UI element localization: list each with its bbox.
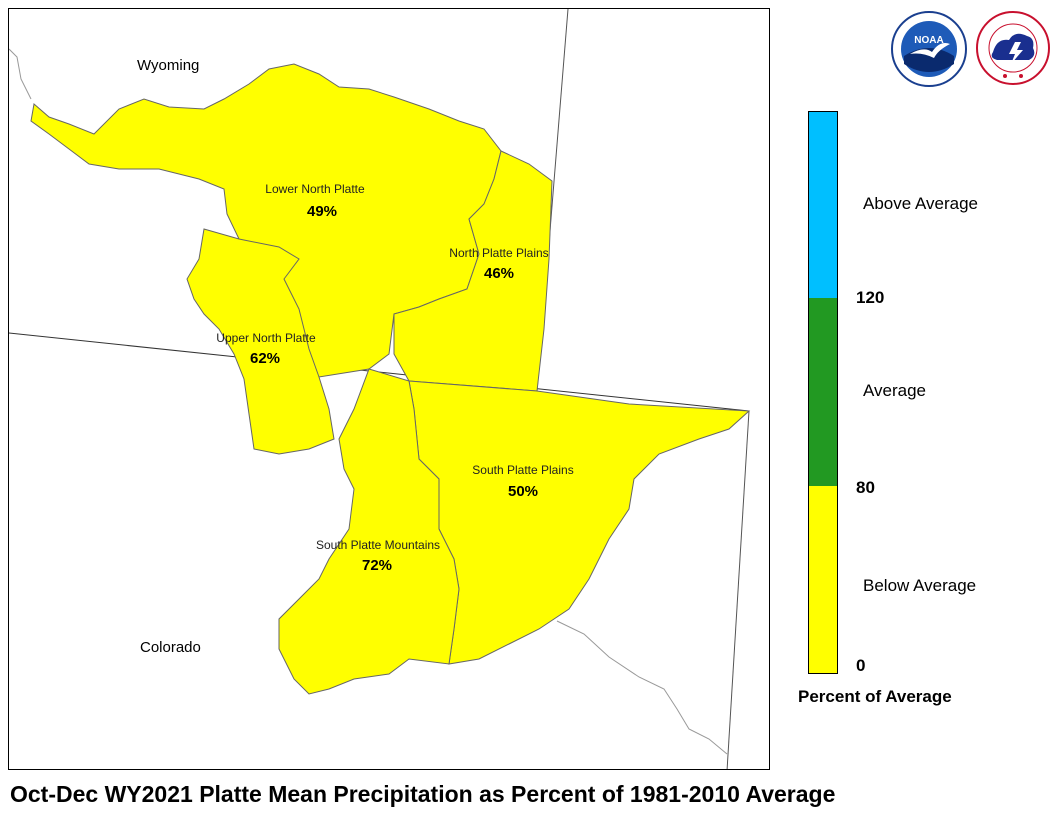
colorado-nebraska-border xyxy=(726,410,750,769)
basin-name-lower-north-platte: Lower North Platte xyxy=(265,182,365,196)
state-label-wyoming: Wyoming xyxy=(137,57,200,74)
noaa-logo-icon: NOAA xyxy=(891,11,967,87)
legend-label-below-average: Below Average xyxy=(863,576,977,595)
basin-north-platte-plains[interactable] xyxy=(393,150,553,392)
legend-seg-average xyxy=(809,298,837,486)
state-label-colorado: Colorado xyxy=(140,639,201,656)
noaa-logo-text: NOAA xyxy=(914,35,943,46)
basin-name-north-platte-plains: North Platte Plains xyxy=(449,246,549,260)
legend-tick-120: 120 xyxy=(856,288,885,307)
legend-tick-80: 80 xyxy=(856,478,875,497)
basin-value-north-platte-plains: 46% xyxy=(483,265,515,282)
nws-logo-icon xyxy=(976,11,1050,85)
legend-label-above-average: Above Average xyxy=(863,194,978,213)
basin-value-south-platte-plains: 50% xyxy=(507,483,539,500)
legend-tick-0: 0 xyxy=(856,656,866,675)
river-upper-left xyxy=(9,48,32,100)
river-lower-right xyxy=(556,620,728,755)
legend-seg-above-average xyxy=(809,112,837,298)
basin-upper-north-platte[interactable] xyxy=(186,228,335,455)
basin-value-upper-north-platte: 62% xyxy=(249,350,281,367)
basin-name-upper-north-platte: Upper North Platte xyxy=(216,331,316,345)
basin-south-platte-mountains[interactable] xyxy=(278,368,460,695)
basin-value-south-platte-mountains: 72% xyxy=(361,557,393,574)
legend-seg-below-average xyxy=(809,486,837,673)
map-canvas xyxy=(9,9,751,769)
basin-value-lower-north-platte: 49% xyxy=(306,203,338,220)
legend-color-bar xyxy=(808,111,838,674)
basin-name-south-platte-mountains: South Platte Mountains xyxy=(315,538,441,552)
map-frame: Wyoming Colorado Lower North Platte 49% … xyxy=(8,8,770,770)
page-title: Oct-Dec WY2021 Platte Mean Precipitation… xyxy=(10,781,836,807)
legend-title: Percent of Average xyxy=(798,687,952,706)
legend-label-average: Average xyxy=(863,381,927,400)
basin-name-south-platte-plains: South Platte Plains xyxy=(472,463,574,477)
basin-south-platte-plains[interactable] xyxy=(408,380,751,665)
